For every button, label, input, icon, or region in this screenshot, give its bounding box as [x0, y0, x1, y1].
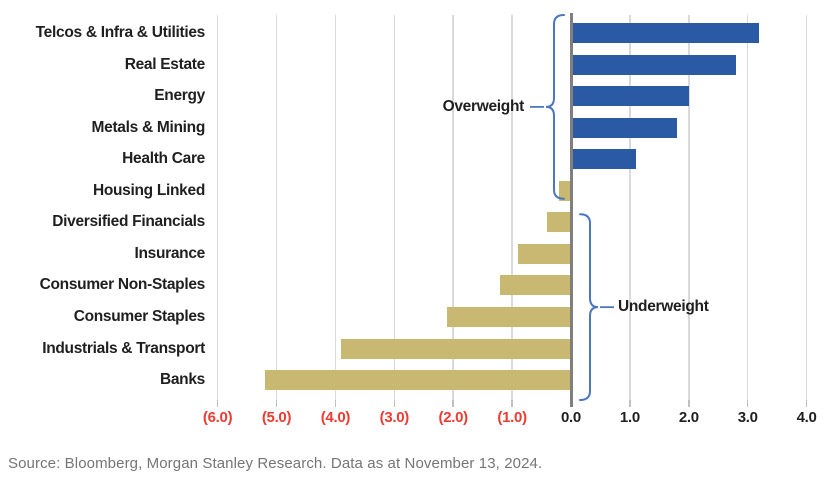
bar-consumer-non-staples [500, 275, 571, 296]
category-label-industrials-transport: Industrials & Transport [42, 339, 205, 357]
bar-health-care [571, 149, 636, 170]
category-label-metals-mining: Metals & Mining [91, 118, 206, 136]
category-label-real-estate: Real Estate [124, 55, 206, 73]
gridline [746, 15, 749, 400]
gridline [216, 15, 219, 400]
x-axis-tick-label: 4.0 [796, 409, 817, 426]
axis-tick-mark [334, 400, 337, 407]
x-axis-tick-label: (4.0) [320, 409, 351, 426]
sector-weights-bar-chart: (6.0) (5.0) (4.0) (3.0) (2.0) (1.0) 0.0 1.0 2.0 3… [35, 13, 817, 426]
axis-tick-mark [746, 400, 749, 407]
bar-insurance [517, 243, 571, 264]
x-axis-tick-label: (2.0) [438, 409, 469, 426]
x-axis-tick-label: (3.0) [379, 409, 410, 426]
x-axis-tick-label: (5.0) [261, 409, 292, 426]
bar-real-estate [571, 54, 736, 75]
category-label-telcos-infra-utilities: Telcos & Infra & Utilities [35, 24, 206, 41]
axis-tick-mark [393, 400, 396, 407]
category-label-insurance: Insurance [134, 244, 205, 262]
x-axis-tick-label: (1.0) [497, 409, 527, 426]
bar-industrials-transport [341, 338, 571, 359]
zero-axis-line [569, 13, 573, 407]
axis-tick-mark [511, 400, 513, 407]
axis-tick-mark [805, 400, 808, 407]
gridline [393, 15, 396, 400]
axis-tick-mark [216, 400, 219, 407]
underweight-brace [579, 213, 599, 401]
category-label-diversified-financials: Diversified Financials [52, 213, 205, 231]
overweight-brace [545, 14, 565, 200]
x-axis-tick-label: (6.0) [202, 409, 233, 426]
gridline [452, 15, 454, 400]
category-label-banks: Banks [159, 371, 205, 389]
category-label-health-care: Health Care [122, 150, 205, 168]
source-note: Source: Bloomberg, Morgan Stanley Resear… [8, 455, 543, 472]
gridline [629, 15, 631, 400]
gridline [805, 15, 808, 400]
x-axis-tick-label: 2.0 [678, 409, 699, 426]
category-label-consumer-staples: Consumer Staples [73, 307, 206, 325]
underweight-label: Underweight [618, 298, 709, 316]
bar-diversified-financials [547, 212, 571, 233]
x-axis-tick-label: 0.0 [561, 409, 581, 426]
x-axis-tick-label: 3.0 [737, 409, 758, 426]
axis-tick-mark [275, 400, 278, 407]
overweight-label: Overweight [442, 97, 525, 115]
bar-banks [264, 370, 571, 391]
gridline [511, 15, 513, 400]
axis-tick-mark [629, 400, 631, 407]
bar-housing-linked [559, 180, 571, 201]
category-label-energy: Energy [154, 87, 205, 105]
bar-telcos-infra-utilities [571, 23, 760, 43]
bar-energy [571, 86, 689, 107]
x-axis-tick-label: 1.0 [619, 409, 640, 426]
gridline [334, 15, 337, 400]
gridline [688, 15, 690, 400]
bar-metals-mining [571, 117, 678, 138]
axis-tick-mark [688, 400, 690, 407]
bar-consumer-staples [447, 306, 571, 327]
axis-tick-mark [452, 400, 454, 407]
category-label-housing-linked: Housing Linked [92, 181, 205, 199]
category-label-consumer-non-staples: Consumer Non-Staples [39, 276, 206, 294]
gridline [275, 15, 278, 400]
